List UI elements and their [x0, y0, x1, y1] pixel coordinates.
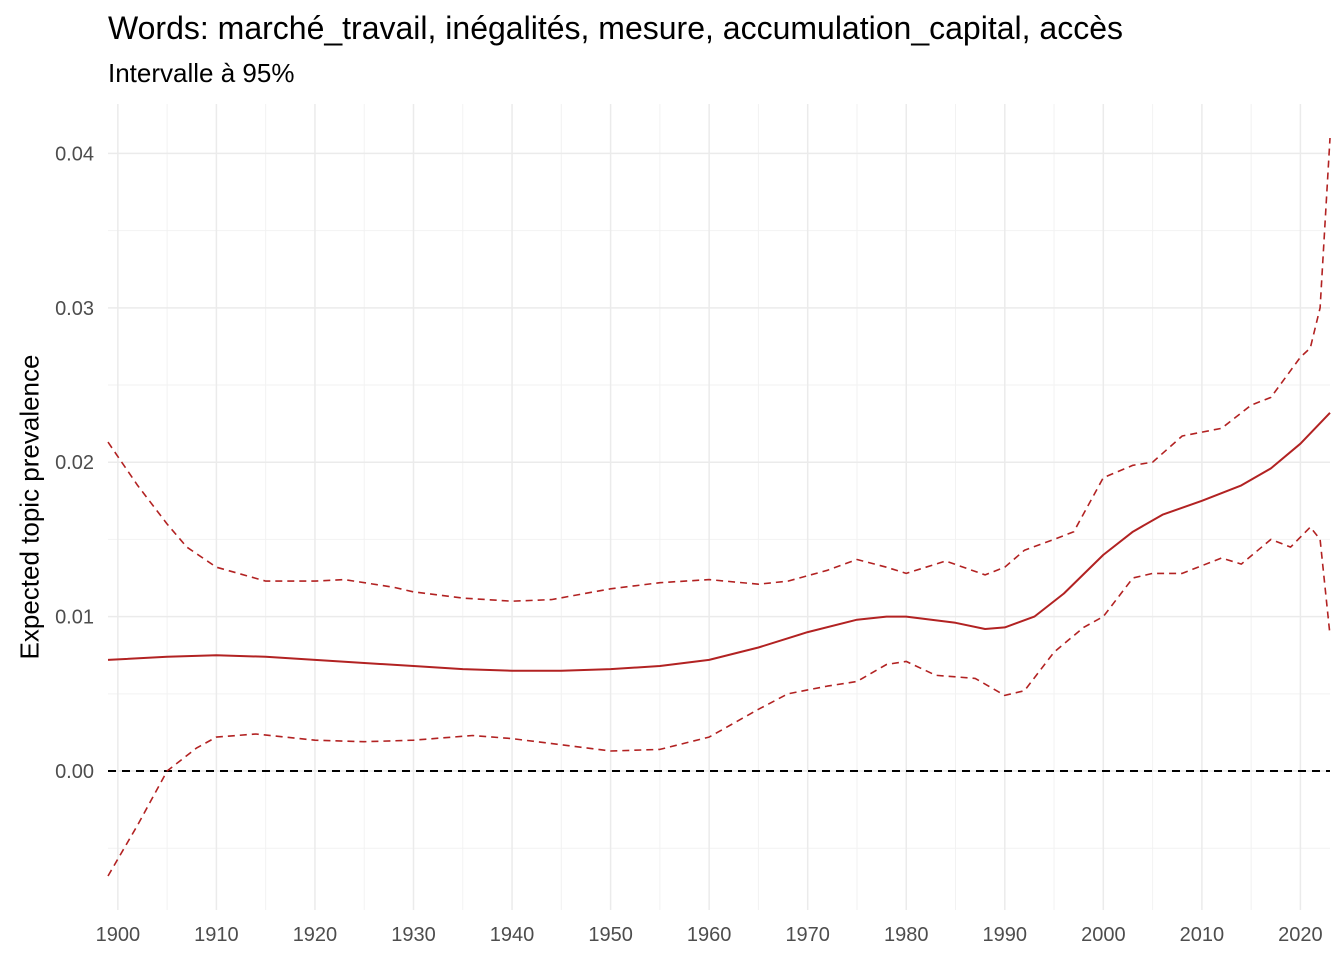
x-tick-label: 1940 [490, 924, 535, 946]
x-tick-label: 1960 [687, 924, 732, 946]
x-tick-label: 1950 [588, 924, 633, 946]
chart-title: Words: marché_travail, inégalités, mesur… [108, 10, 1123, 46]
x-tick-label: 2020 [1278, 924, 1323, 946]
y-tick-label: 0.01 [55, 607, 94, 629]
x-tick-label: 2000 [1081, 924, 1126, 946]
x-tick-label: 1970 [785, 924, 830, 946]
chart-subtitle: Intervalle à 95% [108, 58, 295, 88]
x-tick-label: 1920 [293, 924, 338, 946]
x-tick-label: 1900 [96, 924, 141, 946]
y-tick-label: 0.02 [55, 452, 94, 474]
series-line-lower-95- [107, 526, 1331, 877]
x-tick-label: 1990 [983, 924, 1028, 946]
series-line-upper-95- [107, 137, 1331, 602]
y-tick-label: 0.04 [55, 143, 94, 165]
y-tick-label: 0.03 [55, 298, 94, 320]
x-tick-label: 1980 [884, 924, 929, 946]
x-tick-label: 2010 [1180, 924, 1225, 946]
x-tick-label: 1930 [391, 924, 436, 946]
y-tick-label: 0.00 [55, 761, 94, 783]
series-line-mean [107, 412, 1331, 672]
x-tick-label: 1910 [194, 924, 239, 946]
